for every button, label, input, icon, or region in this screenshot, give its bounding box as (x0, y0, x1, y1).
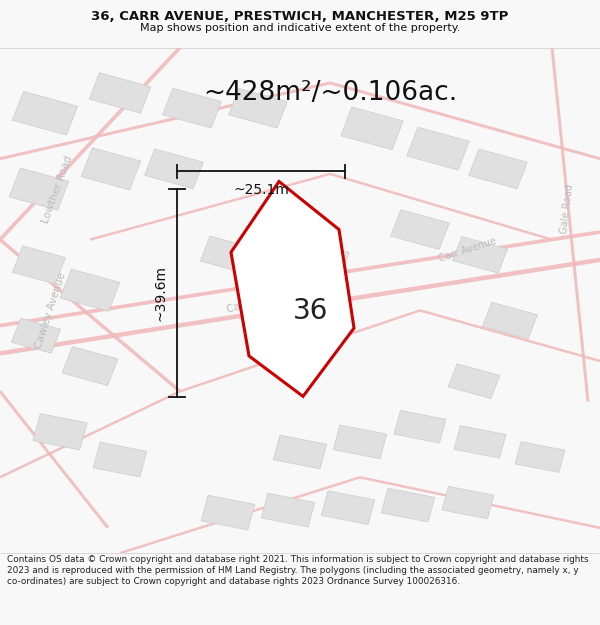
Polygon shape (11, 318, 61, 353)
Polygon shape (515, 442, 565, 472)
Polygon shape (145, 149, 203, 189)
Polygon shape (229, 88, 287, 128)
Polygon shape (81, 148, 141, 190)
Polygon shape (13, 246, 65, 284)
Polygon shape (200, 236, 256, 274)
Polygon shape (9, 168, 69, 210)
Polygon shape (448, 364, 500, 399)
Polygon shape (13, 91, 77, 135)
Polygon shape (341, 107, 403, 150)
Text: 36, CARR AVENUE, PRESTWICH, MANCHESTER, M25 9TP: 36, CARR AVENUE, PRESTWICH, MANCHESTER, … (91, 11, 509, 24)
Polygon shape (391, 209, 449, 249)
Polygon shape (333, 425, 387, 459)
Text: Contains OS data © Crown copyright and database right 2021. This information is : Contains OS data © Crown copyright and d… (7, 554, 589, 586)
Polygon shape (452, 236, 508, 273)
Polygon shape (442, 486, 494, 519)
Polygon shape (93, 442, 147, 477)
Polygon shape (454, 426, 506, 458)
Polygon shape (287, 238, 349, 281)
Text: ~428m²/~0.106ac.: ~428m²/~0.106ac. (203, 81, 457, 106)
Text: ~25.1m: ~25.1m (233, 182, 289, 196)
Text: 36: 36 (293, 297, 328, 325)
Polygon shape (273, 435, 327, 469)
Polygon shape (33, 414, 87, 450)
Polygon shape (381, 488, 435, 522)
Polygon shape (231, 181, 354, 396)
Text: ~39.6m: ~39.6m (154, 265, 167, 321)
Text: Carr Avenue: Carr Avenue (438, 236, 498, 264)
Polygon shape (261, 493, 315, 527)
Polygon shape (201, 496, 255, 530)
Text: Lowther Road: Lowther Road (40, 154, 74, 224)
Text: Cawley Avenue: Cawley Avenue (34, 271, 68, 350)
Polygon shape (407, 127, 469, 170)
Polygon shape (163, 88, 221, 128)
Text: Carr Avenue: Carr Avenue (226, 286, 290, 315)
Text: Gale Road: Gale Road (559, 184, 575, 234)
Polygon shape (321, 491, 375, 524)
Polygon shape (89, 72, 151, 113)
Polygon shape (62, 347, 118, 386)
Text: Map shows position and indicative extent of the property.: Map shows position and indicative extent… (140, 23, 460, 33)
Polygon shape (469, 149, 527, 189)
Polygon shape (394, 411, 446, 443)
Polygon shape (482, 302, 538, 339)
Polygon shape (60, 269, 120, 311)
